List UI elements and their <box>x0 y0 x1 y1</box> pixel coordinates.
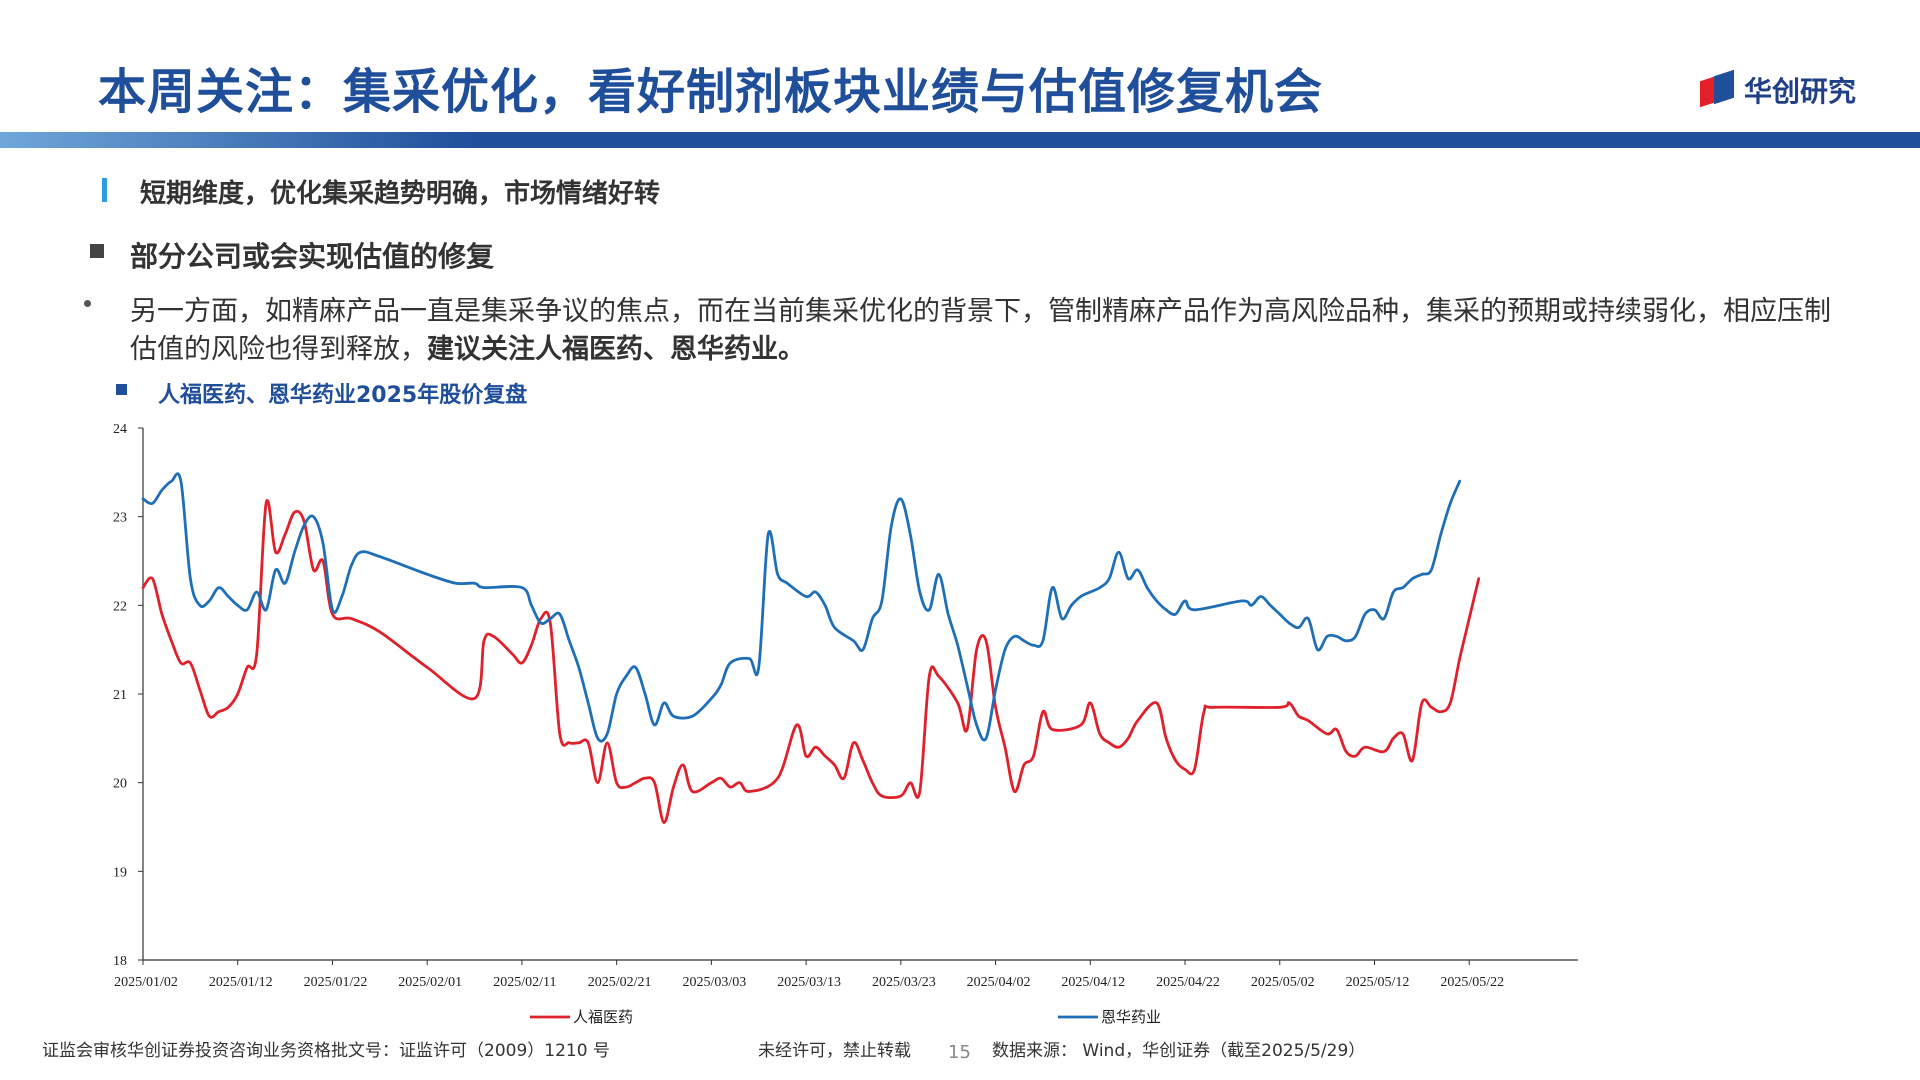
square-bullet-icon <box>90 244 104 258</box>
series-line-enhua <box>141 472 1462 743</box>
paragraph-plain: 另一方面，如精麻产品一直是集采争议的焦点，而在当前集采优化的背景下，管制精麻产品… <box>130 296 1831 365</box>
y-tick-label: 21 <box>113 688 127 703</box>
company-logo: 华创研究 <box>1700 69 1857 110</box>
x-tick-label: 2025/03/13 <box>777 975 841 990</box>
x-tick-label: 2025/04/22 <box>1156 975 1220 990</box>
y-tick-label: 24 <box>113 422 127 437</box>
x-tick-label: 2025/05/02 <box>1251 975 1315 990</box>
section-heading: 短期维度，优化集采趋势明确，市场情绪好转 <box>140 179 661 209</box>
x-tick-label: 2025/02/11 <box>493 975 556 990</box>
x-tick-label: 2025/05/12 <box>1346 975 1410 990</box>
page-title: 本周关注：集采优化，看好制剂板块业绩与估值修复机会 <box>98 64 1324 120</box>
footer-license: 证监会审核华创证券投资咨询业务资格批文号：证监许可（2009）1210 号 <box>42 1041 610 1061</box>
footer-notice: 未经许可，禁止转载 <box>758 1041 911 1061</box>
y-tick-label: 23 <box>113 511 127 526</box>
bullet-dot-icon <box>84 300 91 307</box>
x-tick-label: 2025/01/22 <box>304 975 368 990</box>
y-tick-label: 19 <box>113 865 127 880</box>
chart-title-bullet-icon <box>116 384 127 395</box>
footer-source: 数据来源： Wind，华创证券（截至2025/5/29） <box>992 1041 1366 1061</box>
x-tick-label: 2025/03/03 <box>682 975 746 990</box>
series-line-renfu <box>141 499 1481 825</box>
x-tick-label: 2025/01/12 <box>209 975 273 990</box>
legend-item-renfu-label: 人福医药 <box>573 1008 633 1026</box>
legend-item-enhua-label: 恩华药业 <box>1101 1008 1161 1026</box>
page-number: 15 <box>948 1042 971 1063</box>
x-tick-label: 2025/03/23 <box>872 975 936 990</box>
x-tick-label: 2025/02/01 <box>398 975 462 990</box>
x-tick-label: 2025/02/21 <box>588 975 652 990</box>
x-tick-label: 2025/04/02 <box>967 975 1031 990</box>
body-paragraph: 另一方面，如精麻产品一直是集采争议的焦点，而在当前集采优化的背景下，管制精麻产品… <box>130 293 1850 369</box>
subheading: 部分公司或会实现估值的修复 <box>130 240 495 273</box>
header-divider-band <box>0 132 1920 148</box>
section-accent-bar <box>102 178 107 202</box>
paragraph-bold: 建议关注人福医药、恩华药业。 <box>427 334 805 365</box>
chart-title: 人福医药、恩华药业2025年股价复盘 <box>158 383 528 408</box>
y-tick-label: 22 <box>113 599 127 614</box>
x-tick-label: 2025/05/22 <box>1440 975 1504 990</box>
y-tick-label: 20 <box>113 777 127 792</box>
x-tick-label: 2025/01/02 <box>114 975 178 990</box>
y-tick-label: 18 <box>113 954 127 969</box>
logo-text: 华创研究 <box>1744 75 1857 108</box>
x-tick-label: 2025/04/12 <box>1061 975 1125 990</box>
